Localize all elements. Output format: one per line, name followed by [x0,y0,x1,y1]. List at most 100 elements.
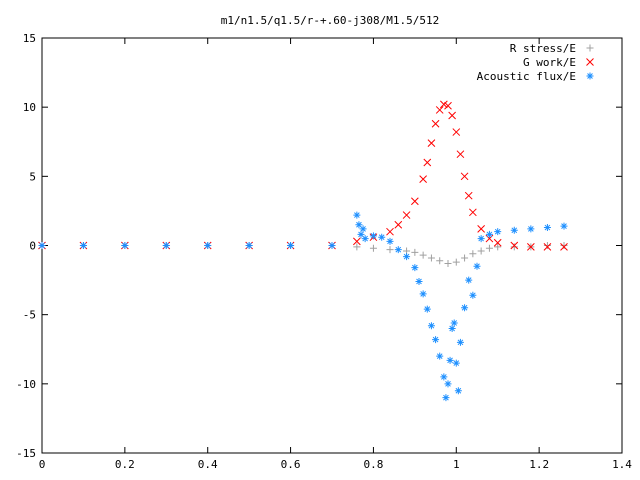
y-tick-label: -5 [23,309,36,322]
legend-marker [586,58,594,66]
legend-marker [586,44,594,52]
legend-label: G work/E [523,56,576,69]
x-tick-label: 0.6 [281,458,301,471]
y-tick-label: 15 [23,32,36,45]
data-point [204,242,212,249]
data-point [431,119,440,128]
data-point [452,128,461,136]
x-tick-label: 1.4 [612,458,632,471]
data-point [465,276,473,284]
data-point [436,352,444,360]
data-point [419,251,427,259]
data-point [436,257,444,265]
data-point [452,258,460,266]
data-point [543,242,551,249]
data-point [440,373,448,381]
x-tick-label: 1 [453,458,460,471]
data-point [485,230,493,238]
data-point [510,243,518,251]
data-point [427,139,436,147]
legend-marker [586,72,594,80]
data-point [386,237,394,245]
data-point [355,221,363,229]
data-point [543,243,552,251]
data-point [440,100,448,109]
data-point [432,336,440,344]
data-point [394,220,403,229]
data-point [403,253,411,261]
data-point [419,175,427,183]
data-point [328,242,336,249]
legend-label: R stress/E [510,42,576,55]
data-point [560,242,568,249]
data-point [121,242,129,249]
data-point [162,242,170,249]
x-tick-label: 0.4 [198,458,218,471]
data-point [452,359,460,367]
data-point [353,243,361,251]
data-point [245,242,253,249]
data-point [469,208,477,217]
data-point [378,233,386,241]
y-tick-label: 5 [29,170,36,183]
data-point [361,235,369,243]
x-tick-label: 1.2 [529,458,549,471]
axes: 0 0.2 0.4 0.6 0.8 1 1.2 1.4 -15 -10 -5 0 5 10 15 [16,32,632,471]
data-point [464,191,473,200]
x-tick-label: 0 [39,458,46,471]
data-point [477,235,485,243]
data-point [411,264,419,272]
data-point [444,380,452,388]
y-tick-label: 10 [23,101,36,114]
data-point [456,150,465,159]
data-point [510,241,519,250]
data-point [461,254,469,262]
data-point [527,243,535,251]
data-point [494,243,502,251]
series-layer [38,100,568,402]
data-point [493,238,502,247]
data-point [419,290,427,298]
data-point [444,259,452,267]
data-point [38,242,46,249]
data-point [510,226,518,234]
data-point [415,277,423,285]
data-point [357,230,365,238]
data-point [411,197,419,206]
data-point [386,246,394,254]
data-point [450,319,458,327]
data-point [494,228,502,236]
y-tick-label: -10 [16,378,36,391]
data-point [369,244,377,252]
data-point [473,262,481,270]
data-point [444,101,452,110]
data-point [353,237,361,246]
data-point [369,232,377,240]
data-point [386,227,394,236]
data-point [560,243,568,251]
data-point [454,387,462,395]
data-point [448,111,456,120]
series-0 [38,242,568,267]
data-point [469,291,477,299]
data-point [411,248,419,256]
data-point [560,222,568,230]
data-point [469,250,477,258]
data-point [460,172,469,181]
data-point [423,158,432,167]
data-point [427,322,435,330]
data-point [423,305,431,313]
data-point [456,338,464,346]
x-tick-label: 0.8 [363,458,383,471]
data-point [477,225,485,233]
chart-title: m1/n1.5/q1.5/r-+.60-j308/M1.5/512 [221,14,440,27]
data-point [485,244,493,252]
data-point [359,225,367,233]
data-point [446,356,454,364]
series-1 [38,100,568,251]
data-point [442,394,450,402]
data-point [477,247,485,255]
data-point [353,211,361,219]
